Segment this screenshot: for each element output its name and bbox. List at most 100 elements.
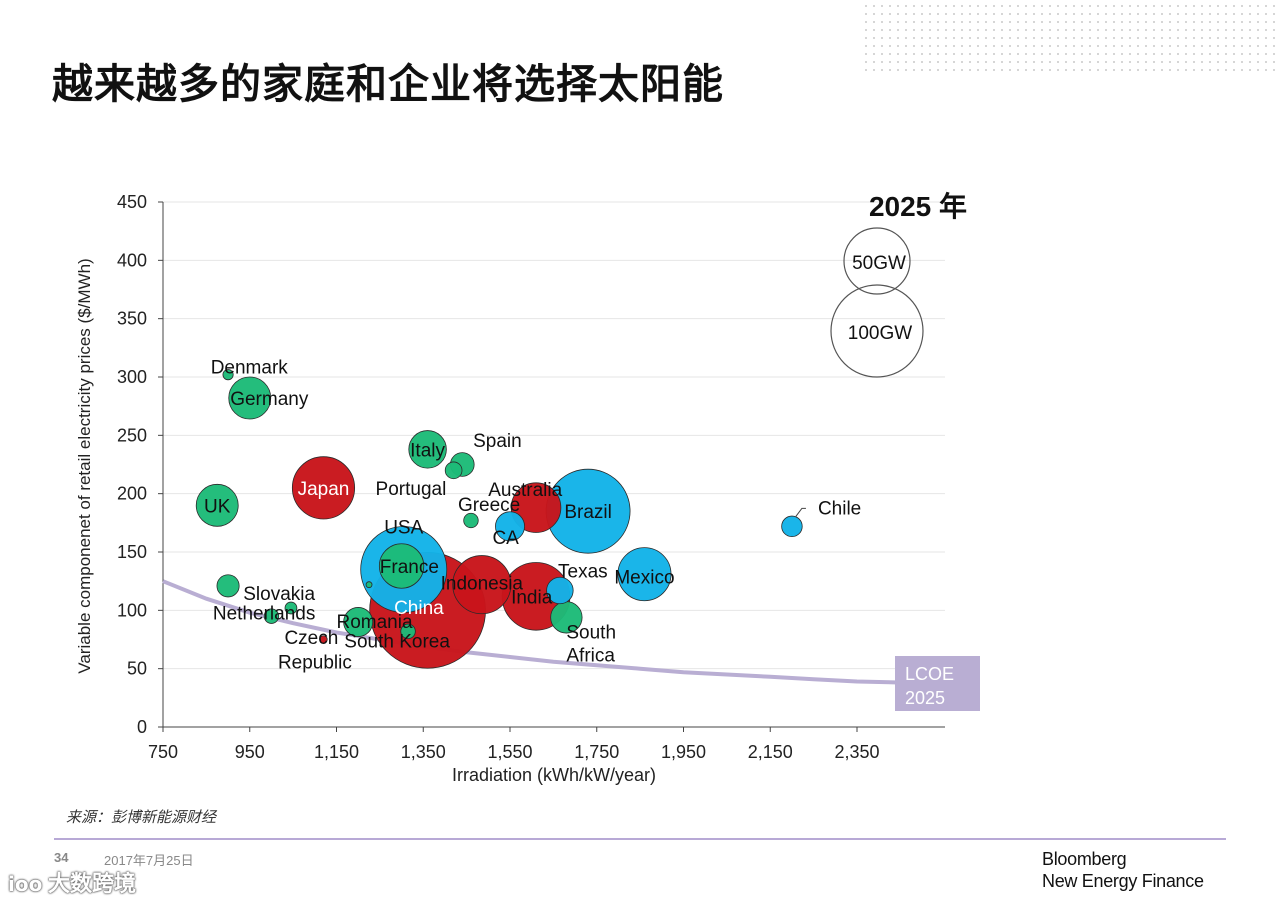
decorative-dot (1217, 69, 1219, 71)
decorative-dot (1073, 69, 1075, 71)
decorative-dot (977, 13, 979, 15)
decorative-dot (961, 69, 963, 71)
decorative-dot (1089, 5, 1091, 7)
decorative-dot (1081, 21, 1083, 23)
decorative-dot (1145, 29, 1147, 31)
decorative-dot (969, 13, 971, 15)
decorative-dot (1049, 13, 1051, 15)
decorative-dot (985, 5, 987, 7)
decorative-dot (993, 45, 995, 47)
decorative-dot (1009, 69, 1011, 71)
decorative-dot (1153, 13, 1155, 15)
bubble-slovakia (216, 574, 240, 598)
decorative-dot (1089, 53, 1091, 55)
decorative-dot (1137, 37, 1139, 39)
decorative-dot (905, 29, 907, 31)
decorative-dot (1065, 5, 1067, 7)
decorative-dot (1265, 13, 1267, 15)
lcoe-curve: LCOE 2025 (162, 579, 980, 711)
label-czech-republic: Czech (284, 628, 338, 649)
decorative-dot (1233, 13, 1235, 15)
decorative-dot (889, 21, 891, 23)
lcoe-label-box (895, 656, 980, 711)
y-axis-label: Variable componenet of retail electricit… (75, 258, 94, 673)
bubble-south-korea (400, 623, 416, 640)
bubble-romania (343, 607, 374, 637)
decorative-dot (1169, 37, 1171, 39)
decorative-dot (865, 53, 867, 55)
y-tick-label: 200 (117, 484, 147, 504)
label-brazil: Brazil (564, 502, 612, 523)
x-tick-label: 2,350 (834, 742, 879, 762)
decorative-dot (1265, 5, 1267, 7)
decorative-dot (945, 13, 947, 15)
decorative-dot (977, 5, 979, 7)
decorative-dot (1057, 45, 1059, 47)
decorative-dot (953, 5, 955, 7)
label-germany: Germany (230, 389, 309, 410)
decorative-dot (913, 37, 915, 39)
decorative-dot (865, 69, 867, 71)
y-tick-label: 450 (117, 192, 147, 212)
decorative-dot (1265, 29, 1267, 31)
decorative-dot (913, 45, 915, 47)
decorative-dot (1241, 45, 1243, 47)
decorative-dot (1225, 45, 1227, 47)
decorative-dot (1025, 53, 1027, 55)
decorative-dot (1169, 61, 1171, 63)
decorative-dot (1025, 69, 1027, 71)
decorative-dot (1073, 29, 1075, 31)
decorative-dot (1073, 13, 1075, 15)
watermark: ioo 大数跨境 (8, 866, 136, 898)
label-africa: Africa (566, 646, 615, 667)
decorative-dot (881, 5, 883, 7)
decorative-dot (1121, 45, 1123, 47)
decorative-dot (1009, 13, 1011, 15)
decorative-dot (1161, 53, 1163, 55)
decorative-dot (945, 21, 947, 23)
decorative-dot (1137, 21, 1139, 23)
decorative-dot (1097, 61, 1099, 63)
x-tick-label: 1,550 (487, 742, 532, 762)
decorative-dot (1097, 29, 1099, 31)
page-number: 34 (54, 850, 69, 865)
decorative-dot (1137, 13, 1139, 15)
decorative-dot (1209, 21, 1211, 23)
bubble-portugal-bubble (444, 461, 463, 480)
bubble-ca (495, 511, 525, 542)
decorative-dot (969, 61, 971, 63)
decorative-dot (865, 37, 867, 39)
decorative-dot (1065, 29, 1067, 31)
decorative-dot (1049, 45, 1051, 47)
decorative-dot (873, 5, 875, 7)
decorative-dot (1089, 69, 1091, 71)
decorative-dot (969, 69, 971, 71)
decorative-dot (1201, 45, 1203, 47)
decorative-dot (865, 45, 867, 47)
decorative-dot (1193, 21, 1195, 23)
decorative-dot (1041, 21, 1043, 23)
decorative-dot (921, 29, 923, 31)
decorative-dot (1097, 37, 1099, 39)
decorative-dot (1241, 53, 1243, 55)
decorative-dot (897, 29, 899, 31)
label-south-korea: South Korea (344, 632, 450, 653)
decorative-dot (1153, 61, 1155, 63)
decorative-dot (1201, 69, 1203, 71)
decorative-dot (1201, 21, 1203, 23)
decorative-dot (1257, 29, 1259, 31)
decorative-dot (969, 45, 971, 47)
decorative-dot (937, 45, 939, 47)
label-uk: UK (204, 496, 231, 517)
decorative-dot (953, 45, 955, 47)
decorative-dot (1049, 37, 1051, 39)
decorative-dot (913, 21, 915, 23)
decorative-dot (953, 37, 955, 39)
decorative-dot (1193, 29, 1195, 31)
decorative-dot (1233, 5, 1235, 7)
label-italy: Italy (410, 440, 445, 461)
decorative-dot (1121, 69, 1123, 71)
decorative-dot (1225, 61, 1227, 63)
decorative-dot (1153, 45, 1155, 47)
decorative-dot (1089, 13, 1091, 15)
